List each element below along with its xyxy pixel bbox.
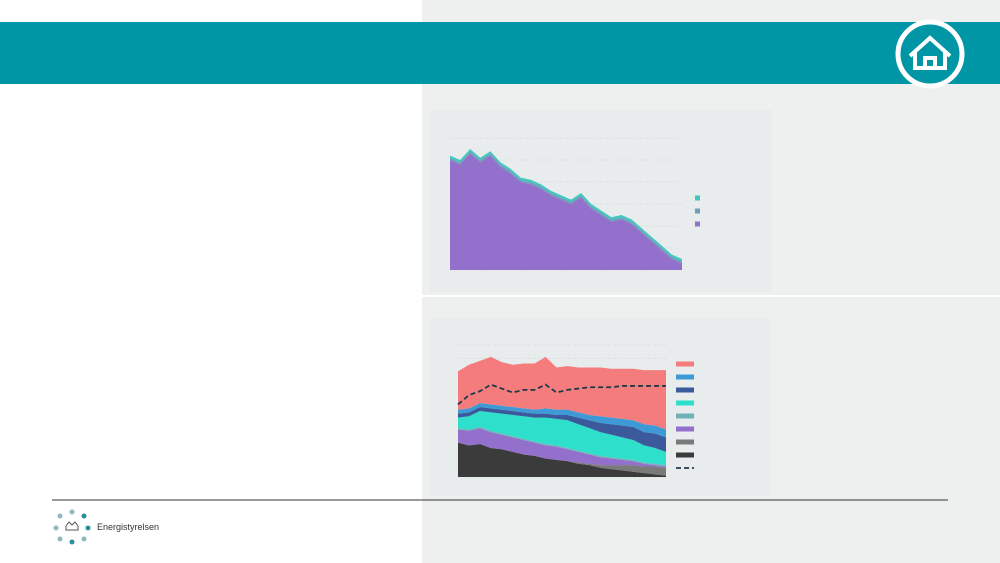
area bbox=[450, 153, 682, 270]
legend-swatch bbox=[695, 195, 700, 201]
area bbox=[458, 407, 666, 452]
area bbox=[458, 442, 666, 476]
logo-text: Energistyrelsen bbox=[97, 522, 159, 532]
legend-swatch bbox=[676, 439, 694, 445]
area bbox=[458, 426, 666, 467]
legend-swatch bbox=[695, 208, 700, 214]
area bbox=[458, 442, 666, 477]
legend-swatch bbox=[676, 413, 694, 419]
legend-swatch bbox=[676, 452, 694, 458]
legend-swatch bbox=[676, 374, 694, 380]
legend-swatch bbox=[676, 387, 694, 393]
line bbox=[457, 383, 666, 406]
header-bar bbox=[0, 22, 1000, 84]
home-icon bbox=[895, 19, 965, 89]
logo-dots bbox=[53, 509, 91, 545]
home-icon-house bbox=[908, 35, 952, 70]
area bbox=[458, 356, 666, 430]
legend-swatch bbox=[676, 361, 694, 367]
left-panel bbox=[0, 0, 422, 563]
area bbox=[458, 428, 666, 468]
legend-swatch bbox=[695, 221, 700, 227]
legend-swatch bbox=[676, 426, 694, 432]
area bbox=[458, 403, 666, 438]
legend-swatch bbox=[676, 400, 694, 406]
area bbox=[458, 411, 666, 466]
